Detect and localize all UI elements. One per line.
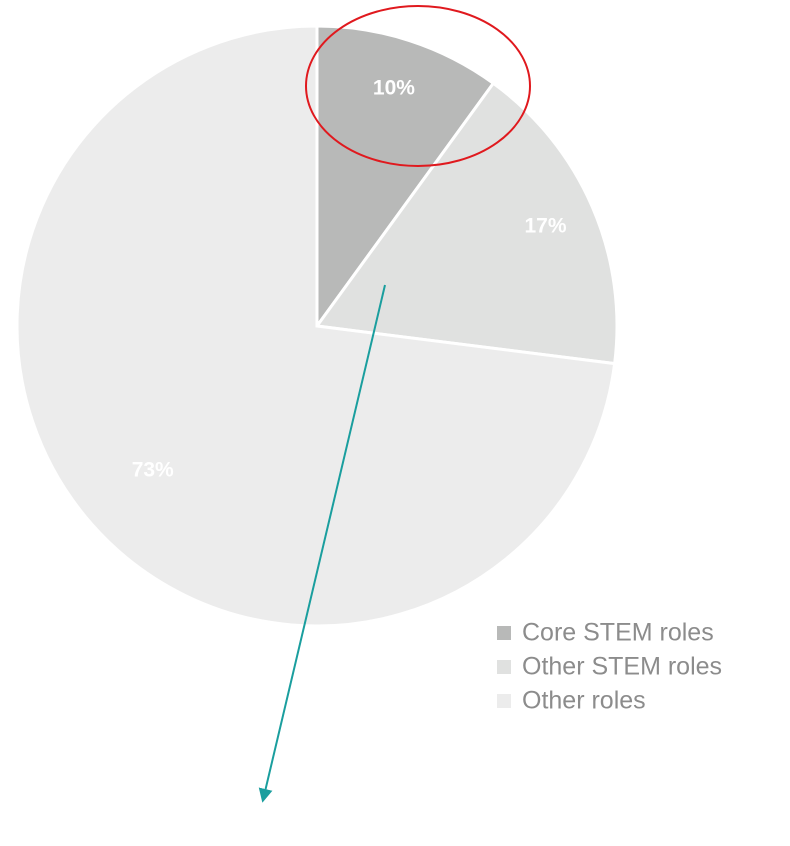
pie-slice bbox=[314, 81, 619, 366]
pie-slice bbox=[315, 24, 496, 331]
slice-label: 73% bbox=[132, 458, 174, 481]
legend-swatch bbox=[497, 626, 511, 640]
legend: Core STEM roles Other STEM roles Other rol… bbox=[497, 619, 722, 715]
pie bbox=[15, 24, 619, 628]
slice-labels: 10% 17% 73% bbox=[132, 77, 567, 482]
slice-label: 10% bbox=[373, 77, 415, 100]
legend-swatch bbox=[497, 660, 511, 674]
legend-label: Other STEM roles bbox=[522, 653, 722, 681]
highlight-ellipse bbox=[305, 5, 531, 167]
legend-label: Other roles bbox=[522, 687, 646, 715]
slice-label: 17% bbox=[525, 215, 567, 238]
pie-slice bbox=[15, 24, 617, 628]
pointer-arrow bbox=[258, 284, 386, 803]
legend-label: Core STEM roles bbox=[522, 619, 714, 647]
legend-swatch bbox=[497, 694, 511, 708]
